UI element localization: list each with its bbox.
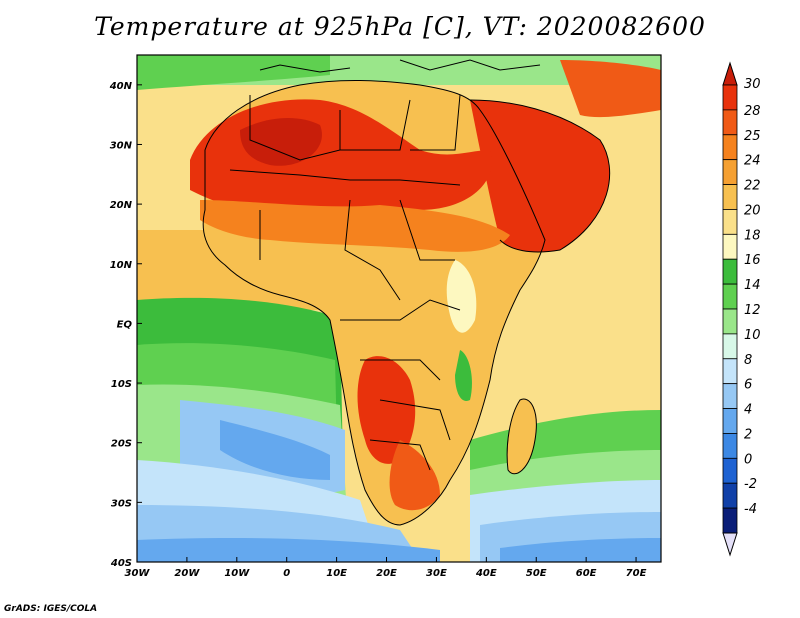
colorbar-swatch	[722, 134, 738, 161]
x-tick-label: 10E	[326, 568, 347, 579]
colorbar-label: 18	[744, 228, 761, 243]
colorbar-swatch	[722, 308, 738, 335]
colorbar-swatch	[722, 433, 738, 459]
colorbar-label: 16	[744, 253, 761, 268]
colorbar-swatch	[722, 482, 738, 509]
colorbar-swatch	[722, 408, 738, 434]
chart-title: Temperature at 925hPa [C], VT: 202008260…	[94, 12, 706, 41]
temperature-field	[137, 55, 661, 562]
colorbar-swatch	[722, 209, 738, 235]
colorbar-label: -4	[744, 502, 757, 517]
x-tick-label: 20W	[174, 568, 200, 579]
x-tick-label: 40E	[475, 568, 497, 579]
colorbar-label: 24	[744, 154, 761, 169]
colorbar-label: 30	[744, 77, 761, 92]
colorbar-label: 12	[744, 303, 761, 318]
x-tick-label: 20E	[376, 568, 397, 579]
colorbar-label: 2	[744, 427, 752, 442]
y-tick-label: 20N	[110, 200, 133, 211]
colorbar-label: 6	[744, 378, 752, 393]
colorbar-swatch	[722, 333, 738, 360]
x-tick-label: 10W	[224, 568, 250, 579]
y-tick-label: 40N	[109, 81, 133, 92]
colorbar-swatch	[722, 358, 738, 385]
y-tick-label: 10S	[111, 379, 132, 390]
y-tick-label: 20S	[111, 439, 132, 450]
colorbar-label: 14	[744, 278, 761, 293]
colorbar-swatch	[722, 159, 738, 185]
y-tick-label: 10N	[110, 260, 133, 271]
plot-frame	[136, 54, 662, 563]
colorbar-top-arrow	[722, 61, 738, 86]
colorbar-label: -2	[744, 477, 757, 492]
colorbar-swatch	[722, 383, 738, 409]
x-tick-label: 30E	[426, 568, 447, 579]
colorbar-swatch	[722, 109, 738, 136]
y-tick-label: 30S	[111, 498, 132, 509]
y-tick-label: EQ	[117, 319, 133, 330]
colorbar-label: 0	[744, 452, 752, 467]
colorbar-label: 20	[744, 203, 761, 218]
colorbar-label: 10	[744, 328, 761, 343]
y-axis: 40N 30N 20N 10N EQ 10S 20S 30S 40S	[109, 81, 142, 569]
x-tick-label: 60E	[576, 568, 597, 579]
x-tick-label: 0	[283, 568, 290, 579]
colorbar-label: 25	[744, 129, 761, 144]
x-tick-label: 70E	[626, 568, 647, 579]
colorbar-label: 22	[744, 179, 761, 194]
colorbar-swatch	[722, 84, 738, 111]
colorbar-bottom-arrow	[722, 532, 738, 557]
x-tick-label: 30W	[125, 568, 151, 579]
colorbar-swatch	[722, 507, 738, 534]
colorbar-swatch	[722, 457, 738, 484]
colorbar-swatch	[722, 233, 738, 260]
colorbar-swatch	[722, 184, 738, 210]
y-tick-label: 40S	[110, 558, 132, 569]
coastlines	[202, 59, 611, 526]
x-axis: 30W 20W 10W 0 10E 20E 30E 40E 50E 60E 70E	[125, 557, 647, 579]
colorbar-label: 28	[744, 104, 761, 119]
x-tick-label: 50E	[526, 568, 547, 579]
colorbar-label: 4	[744, 403, 752, 418]
colorbar-label: 8	[744, 353, 752, 368]
colorbar-swatch	[722, 258, 738, 285]
y-tick-label: 30N	[110, 140, 133, 151]
grads-credit: GrADS: IGES/COLA	[4, 604, 98, 614]
colorbar-swatch	[722, 283, 738, 310]
